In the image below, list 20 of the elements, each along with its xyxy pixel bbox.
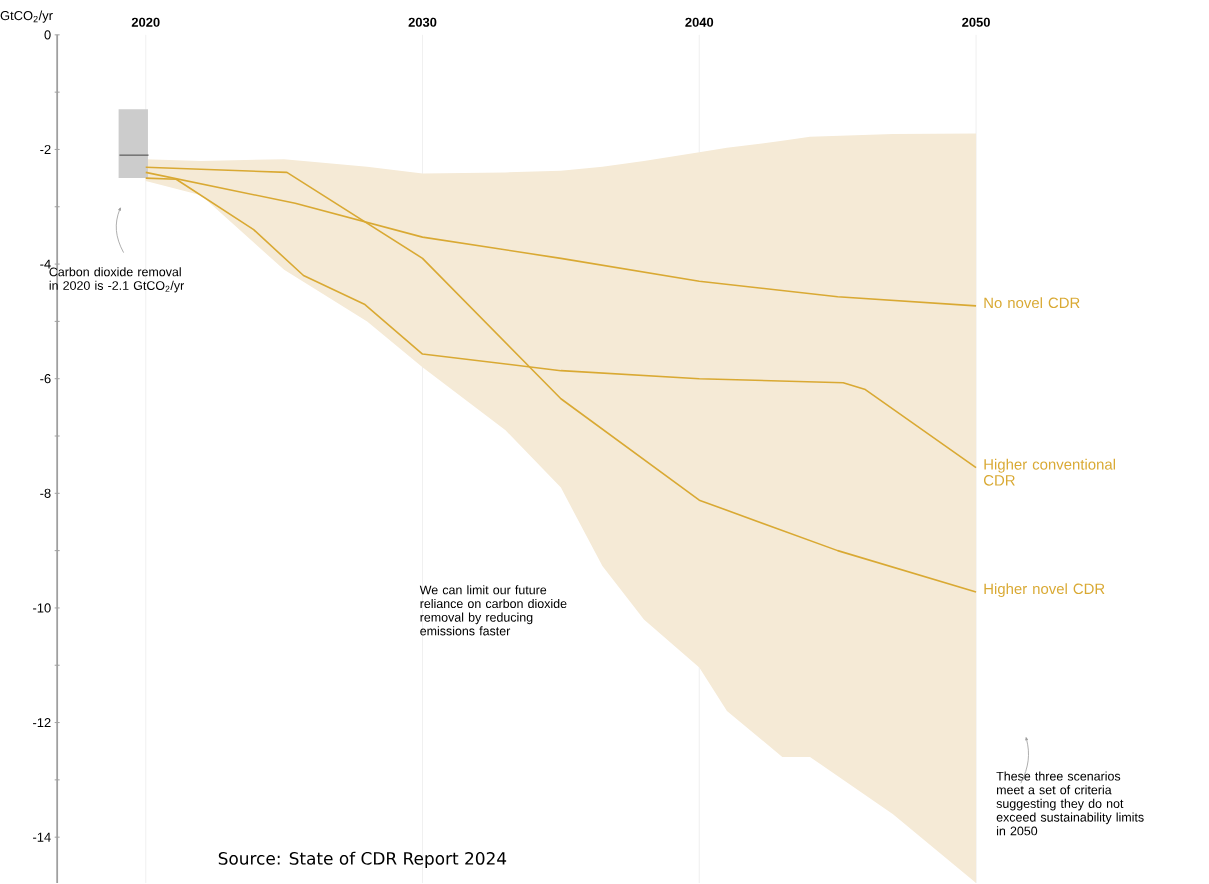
y-tick-label: -12	[33, 718, 51, 728]
y-tick-label: -2	[40, 144, 51, 154]
y-tick-label: -6	[40, 374, 51, 384]
x-tick-label: 2030	[408, 17, 437, 27]
x-tick-label: 2040	[685, 17, 714, 27]
series-label: Higher conventional CDR	[983, 458, 1115, 486]
y-tick-label: -10	[33, 603, 51, 613]
y-tick-label: 0	[44, 30, 51, 40]
y-tick-label: -14	[33, 832, 51, 842]
y-tick-label: -4	[40, 259, 51, 269]
series-label: No novel CDR	[984, 297, 1080, 309]
series-label: Higher novel CDR	[984, 583, 1105, 598]
x-tick-label: 2020	[131, 17, 160, 27]
annotation: Carbon dioxide removal in 2020 is -2.1 GtCO$_{2}$/yr	[49, 267, 184, 293]
annotation: We can limit our future reliance on carbon dioxide removal by reducing emissions faster	[419, 585, 567, 636]
annotation: Source: State of CDR Report 2024	[218, 851, 507, 869]
text: These three scenarios meet a set of criteria suggesting they do not exceed sustainability limits in 2050	[996, 771, 1144, 836]
y-tick-label: -8	[40, 488, 51, 498]
y-axis-title: GtCO$_{2}$/yr	[0, 10, 53, 23]
x-tick-label: 2050	[962, 17, 990, 27]
